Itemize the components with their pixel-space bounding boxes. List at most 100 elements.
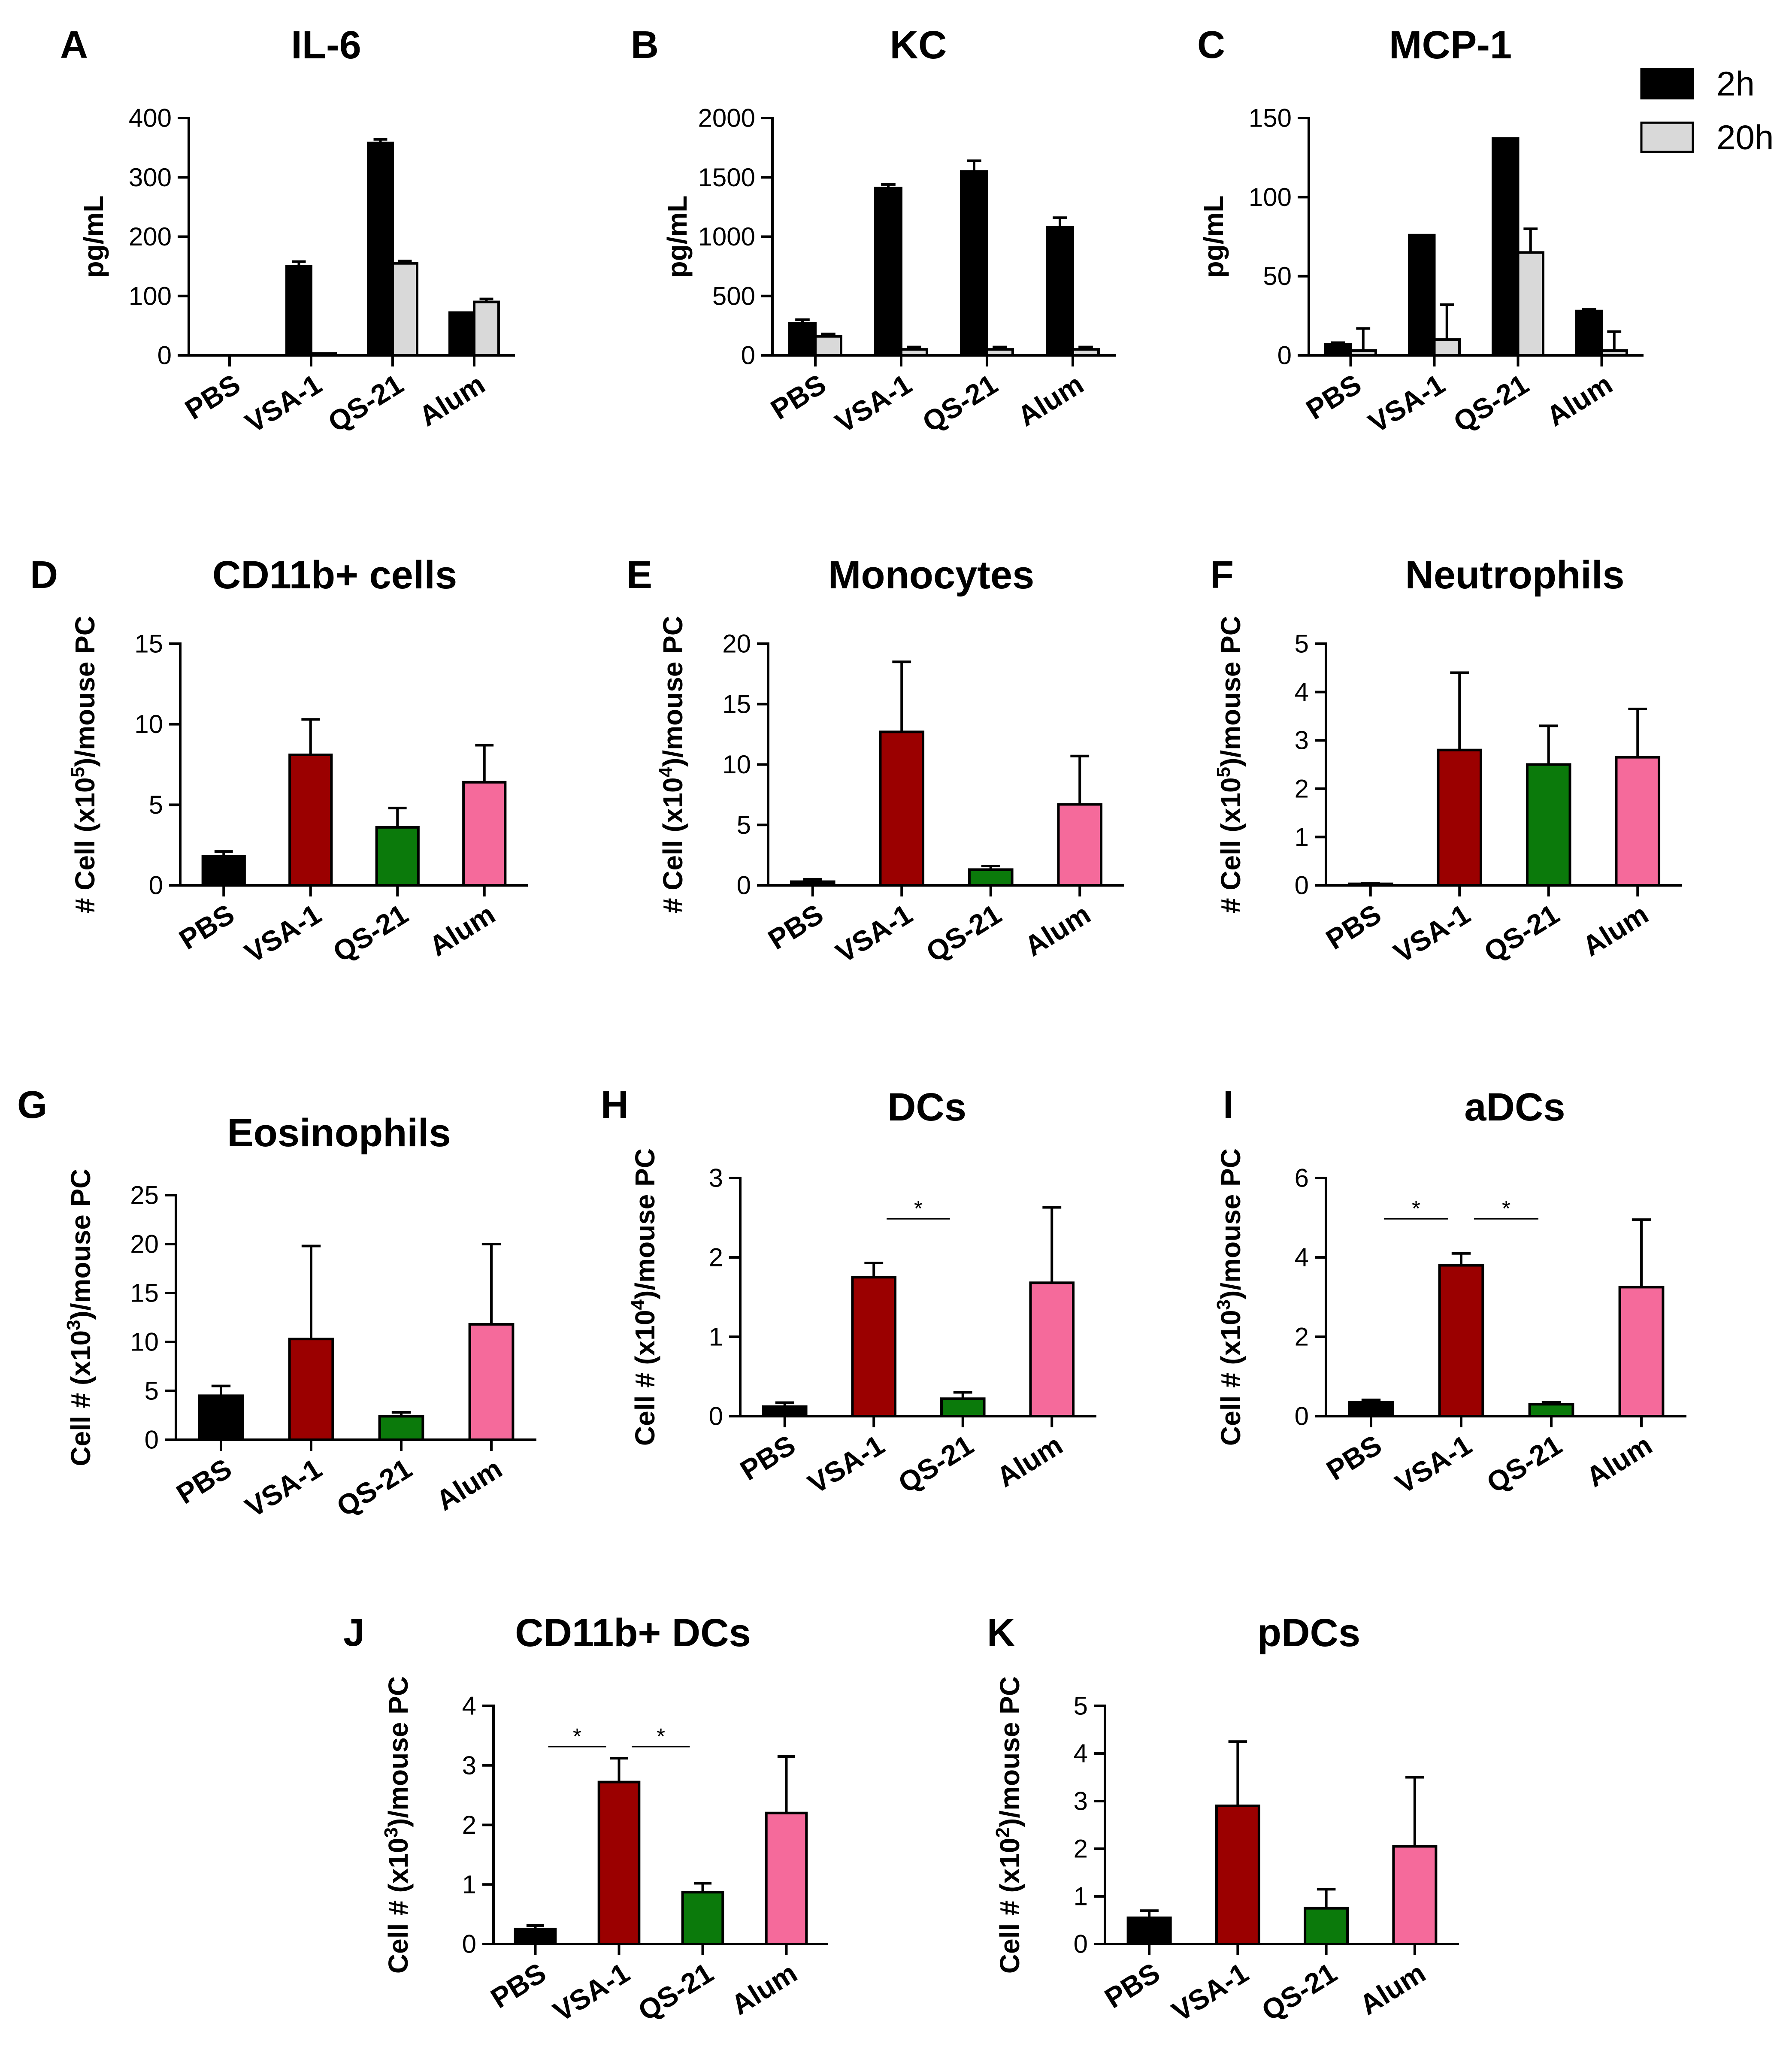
- bar-2h-vsa-1: [1408, 233, 1436, 357]
- y-tick-label: 2: [1074, 1835, 1088, 1863]
- y-tick-label: 5: [1074, 1692, 1088, 1720]
- error-bar: [693, 1882, 712, 1893]
- x-tick-label: VSA-1: [1388, 898, 1476, 969]
- error-bar: [526, 1924, 545, 1929]
- bar-vsa-1: [288, 1338, 334, 1441]
- bar-2h-qs-21: [960, 170, 988, 357]
- error-bar: [1361, 882, 1380, 885]
- y-tick-label: 10: [130, 1328, 159, 1357]
- x-tick-label: PBS: [171, 1452, 237, 1510]
- bar-alum: [1618, 1286, 1665, 1417]
- bar-20h-pbs: [814, 335, 842, 357]
- error-bar: [864, 1261, 884, 1278]
- y-tick-label: 0: [149, 871, 163, 900]
- x-tick-label: PBS: [1321, 1429, 1387, 1487]
- x-tick-label: Alum: [430, 1452, 507, 1517]
- error-bar: [1607, 330, 1622, 351]
- y-axis-label: pg/mL: [1198, 196, 1229, 278]
- y-axis-label: # Cell (x105)/mouse PC: [1213, 616, 1246, 913]
- bar-alum: [1057, 803, 1103, 887]
- error-bar: [1451, 1252, 1471, 1266]
- chart-title: IL-6: [291, 23, 361, 67]
- x-tick-label: QS-21: [633, 1956, 719, 2027]
- significance-star: *: [914, 1196, 923, 1221]
- y-tick-label: 15: [722, 690, 751, 718]
- error-bar: [953, 1391, 972, 1399]
- x-tick-label: VSA-1: [1389, 1429, 1477, 1500]
- y-tick-label: 0: [1277, 341, 1292, 370]
- bar-20h-qs-21: [1517, 251, 1544, 357]
- bar-pbs: [514, 1928, 557, 1945]
- x-tick-label: QS-21: [331, 1452, 417, 1523]
- x-tick-label: QS-21: [1448, 368, 1534, 438]
- x-tick-label: QS-21: [920, 898, 1007, 968]
- panel-letter: A: [60, 24, 88, 67]
- error-bar: [1140, 1909, 1159, 1918]
- chart-title: MCP-1: [1389, 23, 1512, 67]
- error-bar: [1228, 1740, 1247, 1806]
- y-tick-label: 20: [130, 1230, 159, 1259]
- panel-letter: E: [627, 554, 652, 597]
- bar-pbs: [198, 1394, 244, 1441]
- x-tick-label: QS-21: [327, 898, 414, 968]
- x-tick-label: PBS: [1301, 368, 1367, 426]
- y-tick-label: 2: [709, 1243, 723, 1272]
- y-tick-label: 0: [145, 1426, 159, 1454]
- bar-qs-21: [681, 1891, 724, 1946]
- y-tick-label: 4: [462, 1692, 476, 1720]
- x-tick-label: QS-21: [893, 1429, 979, 1499]
- error-bar: [1317, 1888, 1336, 1908]
- error-bar: [1053, 216, 1067, 227]
- y-tick-label: 400: [129, 104, 172, 133]
- panel-h: H DCs Cell # (x104)/mouse PC 0 1 2 3 PBS VSA-1 QS…: [601, 1084, 1096, 1500]
- y-tick-label: 500: [712, 282, 755, 310]
- error-bar: [475, 744, 494, 782]
- y-axis-label: Cell # (x103)/mouse PC: [1213, 1148, 1246, 1446]
- legend-swatch-20h: [1640, 121, 1694, 153]
- y-tick-label: 15: [134, 630, 163, 658]
- bar-alum: [468, 1323, 515, 1441]
- y-tick-label: 100: [129, 282, 172, 310]
- bar-2h-vsa-1: [874, 187, 902, 357]
- y-tick-label: 3: [709, 1164, 723, 1193]
- error-bar: [388, 806, 407, 827]
- x-tick-label: PBS: [173, 898, 239, 956]
- y-tick-label: 0: [462, 1930, 476, 1959]
- x-tick-label: VSA-1: [239, 368, 327, 439]
- bar-2h-vsa-1: [285, 265, 312, 357]
- y-tick-label: 5: [149, 790, 163, 819]
- error-bar: [398, 260, 412, 263]
- bar-2h-alum: [1046, 226, 1074, 357]
- y-tick-label: 5: [1295, 630, 1309, 658]
- significance-star: *: [657, 1724, 665, 1749]
- bar-vsa-1: [1215, 1805, 1260, 1946]
- y-tick-label: 2: [1295, 774, 1309, 803]
- chart-title: aDCs: [1464, 1085, 1565, 1129]
- y-axis-label: Cell # (x104)/mouse PC: [627, 1148, 660, 1446]
- x-tick-label: PBS: [1320, 898, 1386, 956]
- bar-qs-21: [378, 1415, 424, 1441]
- y-axis-label: # Cell (x105)/mouse PC: [67, 616, 100, 913]
- bar-pbs: [1126, 1916, 1172, 1946]
- bar-vsa-1: [1438, 1264, 1484, 1417]
- x-tick-label: VSA-1: [239, 1452, 327, 1523]
- y-tick-label: 300: [129, 163, 172, 192]
- y-tick-label: 150: [1249, 104, 1292, 133]
- x-tick-label: PBS: [485, 1956, 551, 2014]
- bar-pbs: [1348, 1401, 1394, 1417]
- bar-alum: [1615, 756, 1661, 887]
- error-bar: [1356, 327, 1371, 351]
- error-bar: [1523, 227, 1538, 253]
- bar-20h-pbs: [1349, 349, 1377, 357]
- bar-qs-21: [968, 868, 1014, 887]
- bar-qs-21: [1528, 1403, 1574, 1417]
- bar-pbs: [201, 855, 246, 887]
- panel-d: D CD11b+ cells # Cell (x105)/mouse PC 0 5 10 1…: [30, 553, 528, 969]
- bar-20h-alum: [1072, 348, 1100, 357]
- panel-f: F Neutrophils # Cell (x105)/mouse PC 0 1 2 3 4 5…: [1210, 553, 1682, 969]
- panel-letter: H: [601, 1084, 629, 1126]
